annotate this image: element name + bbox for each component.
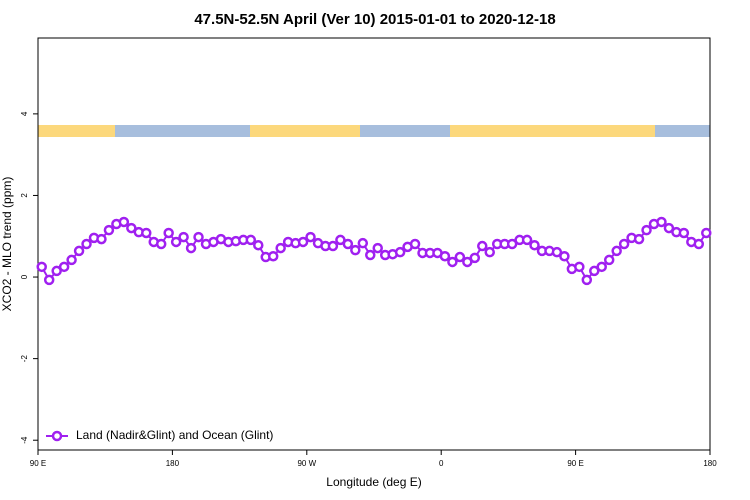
data-point bbox=[454, 251, 466, 263]
data-point bbox=[253, 239, 264, 251]
data-point bbox=[529, 239, 540, 251]
ocean-segment bbox=[115, 125, 250, 137]
data-point bbox=[633, 233, 645, 245]
y-tick-label: -4 bbox=[20, 436, 29, 444]
data-point bbox=[394, 246, 406, 258]
data-point bbox=[245, 234, 257, 246]
data-point bbox=[618, 238, 630, 250]
data-point bbox=[36, 261, 47, 273]
data-point bbox=[701, 227, 712, 239]
data-point bbox=[559, 250, 570, 262]
data-point bbox=[178, 231, 189, 243]
data-point bbox=[409, 238, 421, 250]
ocean-segment bbox=[655, 125, 710, 137]
data-point bbox=[611, 245, 622, 257]
data-point bbox=[484, 246, 495, 258]
data-point bbox=[581, 274, 593, 286]
data-point bbox=[163, 227, 174, 239]
data-point bbox=[103, 224, 115, 236]
data-point bbox=[656, 216, 667, 228]
x-axis-label: Longitude (deg E) bbox=[326, 475, 421, 489]
data-point bbox=[155, 238, 167, 250]
data-point bbox=[73, 245, 85, 257]
chart-title: 47.5N-52.5N April (Ver 10) 2015-01-01 to… bbox=[194, 11, 555, 28]
y-tick-label: 0 bbox=[20, 274, 29, 279]
x-tick-label: 0 bbox=[439, 459, 444, 468]
x-tick-label: 90 E bbox=[30, 459, 46, 468]
data-point bbox=[521, 234, 533, 246]
land-segment bbox=[250, 125, 360, 137]
data-point bbox=[342, 238, 354, 250]
land-segment bbox=[38, 125, 115, 137]
y-tick-label: 2 bbox=[20, 193, 29, 198]
data-point bbox=[603, 254, 615, 266]
plot-frame bbox=[37, 37, 711, 451]
data-point bbox=[43, 274, 55, 286]
data-point bbox=[462, 256, 473, 268]
x-tick-label: 90 E bbox=[567, 459, 583, 468]
data-point bbox=[141, 227, 152, 239]
data-point bbox=[678, 227, 690, 239]
land-segment bbox=[450, 125, 655, 137]
data-point bbox=[51, 265, 62, 277]
data-point bbox=[477, 240, 488, 252]
data-point bbox=[551, 246, 563, 258]
data-point bbox=[357, 237, 369, 249]
legend-label: Land (Nadir&Glint) and Ocean (Glint) bbox=[76, 428, 273, 442]
data-point bbox=[589, 265, 600, 277]
data-point bbox=[275, 242, 286, 254]
data-point bbox=[327, 240, 339, 252]
data-point bbox=[96, 233, 107, 245]
data-point bbox=[469, 252, 481, 264]
data-point bbox=[185, 242, 197, 254]
data-point bbox=[663, 222, 675, 234]
x-tick-label: 180 bbox=[703, 459, 717, 468]
data-point bbox=[439, 250, 451, 262]
data-point bbox=[365, 249, 376, 261]
data-point bbox=[305, 231, 316, 243]
data-point bbox=[193, 231, 204, 243]
data-point bbox=[596, 261, 607, 273]
data-point bbox=[81, 238, 92, 250]
legend: Land (Nadir&Glint) and Ocean (Glint) bbox=[46, 428, 273, 442]
data-point bbox=[350, 244, 361, 256]
data-point bbox=[66, 254, 77, 266]
data-point bbox=[574, 261, 585, 273]
data-point bbox=[118, 216, 130, 228]
data-point bbox=[693, 238, 705, 250]
ocean-segment bbox=[360, 125, 450, 137]
legend-swatch-point bbox=[51, 430, 63, 442]
data-point bbox=[297, 236, 309, 248]
data-point bbox=[447, 256, 458, 268]
data-point bbox=[126, 222, 137, 234]
data-point bbox=[372, 242, 383, 254]
data-point bbox=[641, 224, 652, 236]
data-point bbox=[58, 261, 70, 273]
y-axis-label: XCO2 - MLO trend (ppm) bbox=[0, 177, 14, 312]
land-ocean-strip bbox=[38, 125, 710, 137]
x-tick-label: 180 bbox=[166, 459, 180, 468]
data-point bbox=[170, 236, 182, 248]
data-point bbox=[267, 250, 279, 262]
y-tick-label: 4 bbox=[20, 111, 29, 116]
data-point bbox=[506, 238, 518, 250]
data-point bbox=[335, 234, 346, 246]
x-tick-label: 90 W bbox=[297, 459, 316, 468]
y-tick-label: -2 bbox=[20, 355, 29, 363]
